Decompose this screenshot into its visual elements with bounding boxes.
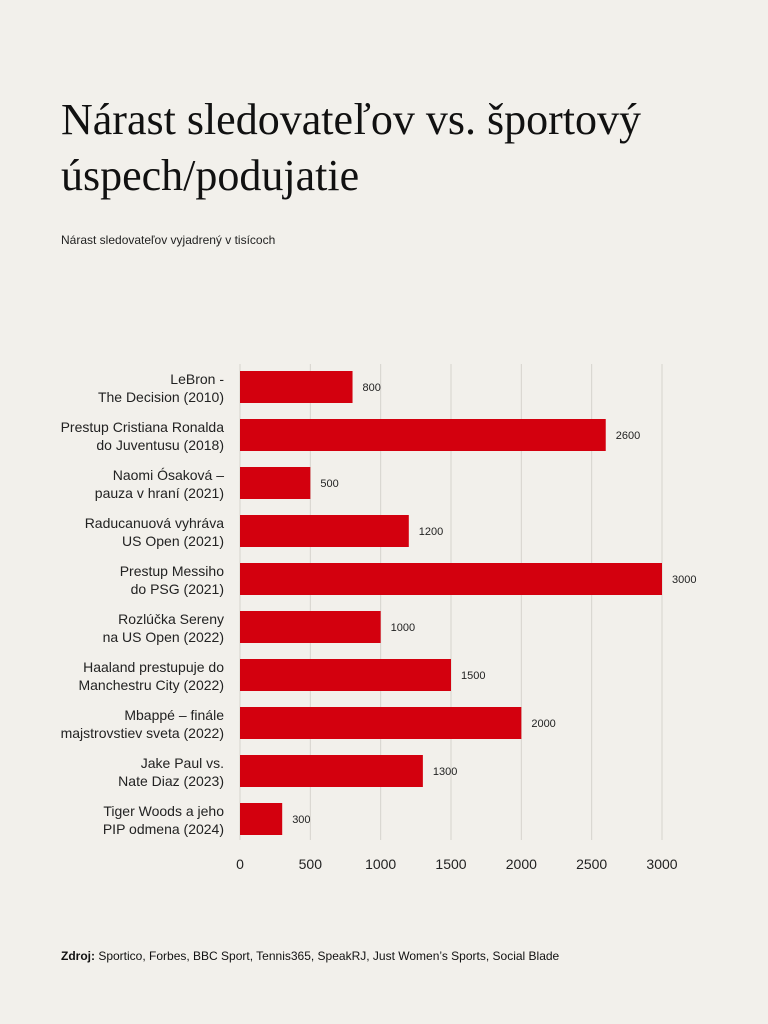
category-label-line: do Juventusu (2018) [96, 437, 224, 453]
category-label: Naomi Ósaková – pauza v hraní (2021) [95, 467, 224, 501]
category-label: Prestup Messiho do PSG (2021) [120, 563, 224, 597]
bar-value-label: 1000 [391, 622, 415, 634]
category-label-line: Mbappé – finále [124, 707, 224, 723]
bar [240, 563, 662, 595]
x-tick-label: 1500 [435, 856, 466, 872]
category-label-line: Jake Paul vs. [141, 755, 224, 771]
category-label-line: do PSG (2021) [131, 581, 224, 597]
category-label: Prestup Cristiana Ronalda do Juventusu (2… [61, 419, 225, 453]
category-label: Rozlúčka Sereny na US Open (2022) [103, 611, 224, 645]
bar-value-label: 800 [363, 382, 381, 394]
source-label: Zdroj: [61, 949, 95, 963]
category-label-line: PIP odmena (2024) [103, 821, 224, 837]
x-tick-label: 3000 [646, 856, 677, 872]
category-label-line: Nate Diaz (2023) [118, 773, 224, 789]
category-label-line: LeBron - [170, 371, 224, 387]
x-tick-label: 500 [299, 856, 323, 872]
bar [240, 755, 423, 787]
bar [240, 371, 353, 403]
category-label-line: The Decision (2010) [98, 389, 224, 405]
bar [240, 803, 283, 835]
category-label-line: Tiger Woods a jeho [103, 803, 224, 819]
x-tick-label: 2500 [576, 856, 607, 872]
source-text: Sportico, Forbes, BBC Sport, Tennis365, … [95, 949, 560, 963]
value-labels: 800 2600 500 1200 3000 1000 1500 2000 1300 300 [292, 382, 696, 826]
category-label-line: majstrovstiev sveta (2022) [61, 725, 224, 741]
category-label-line: Naomi Ósaková – [113, 467, 224, 483]
source-note: Zdroj: Sportico, Forbes, BBC Sport, Tenn… [61, 949, 559, 963]
category-label: Haaland prestupuje do Manchestru City (20… [78, 659, 224, 693]
bar [240, 419, 606, 451]
category-label: LeBron - The Decision (2010) [98, 371, 224, 405]
chart-title: Nárast sledovateľov vs. športový úspech/… [61, 95, 641, 200]
x-tick-label: 0 [236, 856, 244, 872]
category-label: Jake Paul vs. Nate Diaz (2023) [118, 755, 224, 789]
chart-subtitle: Nárast sledovateľov vyjadrený v tisícoch [61, 233, 276, 247]
bar [240, 467, 311, 499]
category-label-line: Raducanuová vyhráva [85, 515, 225, 531]
category-label-line: Manchestru City (2022) [78, 677, 224, 693]
bar-value-label: 1500 [461, 670, 485, 682]
bar-value-label: 500 [320, 478, 338, 490]
x-tick-label: 1000 [365, 856, 396, 872]
bar-value-label: 300 [292, 814, 310, 826]
bar [240, 611, 381, 643]
bar-value-label: 3000 [672, 574, 696, 586]
bar [240, 659, 451, 691]
bar-value-label: 1200 [419, 526, 443, 538]
category-label: Raducanuová vyhráva US Open (2021) [85, 515, 225, 549]
bar-value-label: 1300 [433, 766, 457, 778]
category-label-line: Rozlúčka Sereny [118, 611, 224, 627]
category-label-line: na US Open (2022) [103, 629, 224, 645]
category-label-line: pauza v hraní (2021) [95, 485, 224, 501]
bar [240, 515, 409, 547]
category-label: Tiger Woods a jeho PIP odmena (2024) [103, 803, 224, 837]
category-labels: LeBron - The Decision (2010) Prestup Crist… [61, 371, 225, 837]
category-label: Mbappé – finále majstrovstiev sveta (2022… [61, 707, 225, 741]
x-tick-label: 2000 [506, 856, 537, 872]
category-label-line: US Open (2021) [122, 533, 224, 549]
bars [240, 371, 662, 835]
category-label-line: Haaland prestupuje do [83, 659, 224, 675]
category-label-line: Prestup Cristiana Ronalda [61, 419, 225, 435]
x-axis-ticks: 0 500 1000 1500 2000 2500 3000 [236, 856, 678, 872]
bar-value-label: 2000 [531, 718, 555, 730]
bar-value-label: 2600 [616, 430, 640, 442]
category-label-line: Prestup Messiho [120, 563, 224, 579]
bar [240, 707, 522, 739]
